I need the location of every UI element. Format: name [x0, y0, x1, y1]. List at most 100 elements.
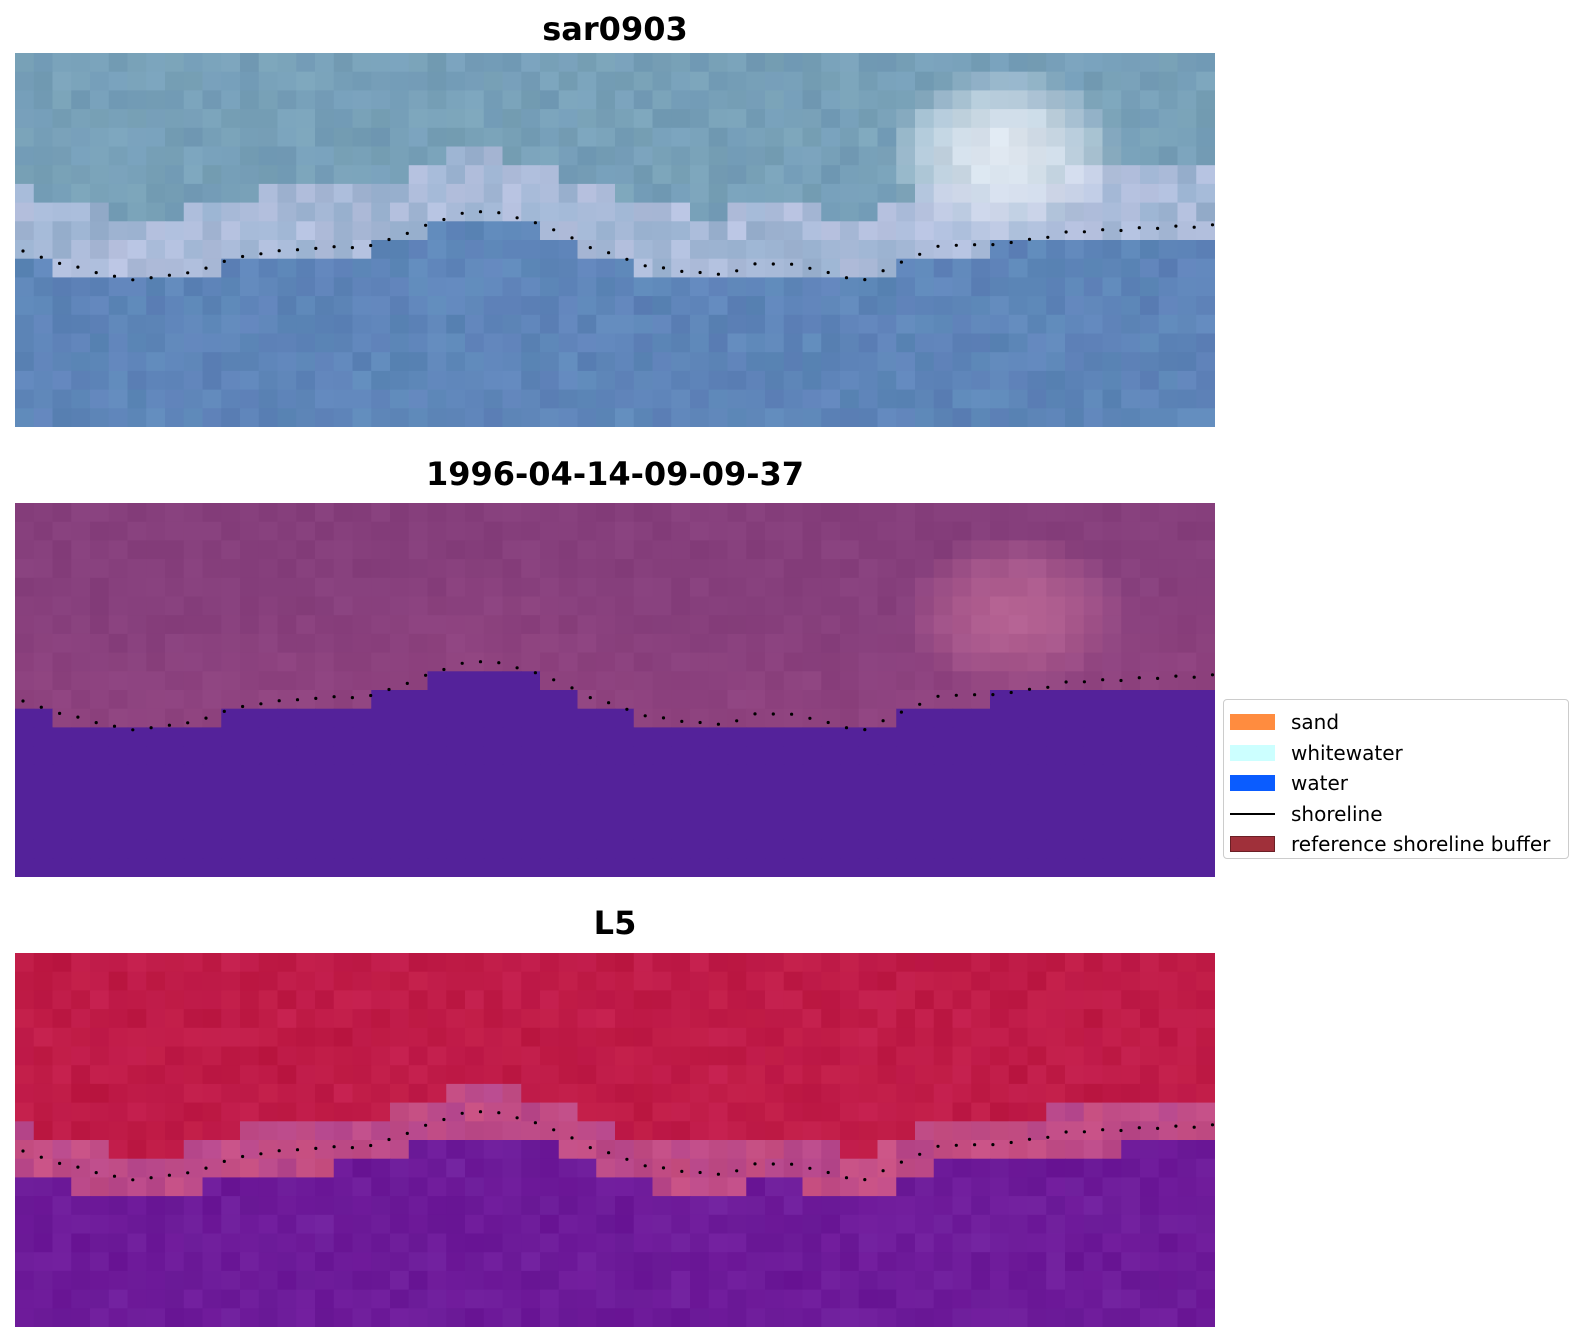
- shoreline-point: [497, 1111, 501, 1115]
- legend-label-shoreline: shoreline: [1291, 801, 1383, 826]
- shoreline-point: [405, 681, 409, 685]
- shoreline-point: [1046, 235, 1050, 239]
- shoreline-point: [698, 1170, 702, 1175]
- shoreline-point: [222, 259, 226, 263]
- legend-item-water: water: [1230, 768, 1562, 799]
- shoreline-point: [222, 709, 226, 713]
- shoreline-point: [1027, 237, 1032, 241]
- shoreline-point: [1156, 1126, 1160, 1130]
- shoreline-point: [58, 261, 62, 265]
- shoreline-point: [21, 699, 25, 703]
- shoreline-point: [826, 270, 830, 275]
- shoreline-point: [588, 696, 592, 700]
- shoreline-point: [973, 693, 977, 697]
- shoreline-point: [790, 712, 794, 716]
- shoreline-point: [661, 266, 666, 270]
- shoreline-point: [259, 1152, 263, 1156]
- shoreline-point: [1137, 226, 1141, 230]
- shoreline-point: [277, 249, 281, 253]
- shoreline-point: [186, 271, 190, 275]
- shoreline-point: [295, 698, 300, 702]
- shoreline-point: [1064, 680, 1068, 684]
- shoreline-point: [1174, 1124, 1178, 1128]
- shoreline-point: [954, 243, 958, 247]
- shoreline-point: [1082, 1130, 1086, 1134]
- shoreline-point: [387, 1137, 391, 1142]
- shoreline-point: [332, 1145, 336, 1149]
- shoreline-point: [680, 1169, 684, 1173]
- shoreline-point: [881, 269, 885, 273]
- legend-item-reference-buffer: reference shoreline buffer: [1230, 829, 1562, 860]
- shoreline-point: [899, 1160, 904, 1164]
- shoreline-point: [588, 1146, 592, 1150]
- shoreline-line-swatch: [1230, 812, 1275, 815]
- shoreline-point: [39, 255, 43, 259]
- shoreline-point: [460, 661, 464, 665]
- shoreline-point: [1009, 240, 1013, 245]
- shoreline-point: [973, 1143, 977, 1147]
- shoreline-point: [771, 1162, 775, 1166]
- shoreline-point: [661, 716, 666, 720]
- shoreline-point: [167, 723, 171, 727]
- shoreline-point: [387, 687, 391, 692]
- shoreline-point: [863, 1178, 867, 1182]
- shoreline-point: [1027, 687, 1032, 691]
- shoreline-point: [844, 276, 849, 280]
- shoreline-point: [863, 728, 867, 732]
- shoreline-point: [680, 269, 684, 273]
- shoreline-point: [277, 1149, 281, 1153]
- shoreline-point: [112, 724, 117, 728]
- shoreline-point: [753, 712, 757, 716]
- shoreline-point: [552, 1128, 556, 1132]
- shoreline-point: [478, 1110, 483, 1114]
- shoreline-point: [826, 720, 830, 725]
- shoreline-points: [21, 1110, 1215, 1182]
- legend-label-reference-buffer: reference shoreline buffer: [1291, 832, 1551, 857]
- shoreline-point: [94, 721, 98, 725]
- shoreline-point: [1192, 1125, 1196, 1129]
- shoreline-point: [204, 266, 208, 270]
- shoreline-point: [808, 266, 812, 270]
- shoreline-point: [222, 1159, 226, 1163]
- shoreline-point: [680, 719, 684, 723]
- shoreline-point: [442, 1117, 446, 1122]
- legend: sand whitewater water shoreline referenc…: [1223, 699, 1569, 859]
- shoreline-point: [808, 716, 812, 720]
- shoreline-point: [460, 211, 464, 215]
- shoreline-point: [936, 244, 940, 248]
- shoreline-point: [1009, 1140, 1013, 1145]
- shoreline-point: [259, 252, 263, 256]
- shoreline-point: [442, 217, 446, 222]
- shoreline-point: [1064, 230, 1068, 234]
- shoreline-points: [21, 660, 1215, 732]
- panel-title-3: L5: [593, 904, 637, 942]
- shoreline-point: [350, 696, 354, 700]
- shoreline-point: [698, 270, 702, 275]
- shoreline-point: [259, 702, 263, 706]
- shoreline-point: [405, 231, 409, 235]
- legend-item-shoreline: shoreline: [1230, 799, 1562, 830]
- shoreline-point: [314, 696, 318, 700]
- shoreline-point: [442, 667, 446, 672]
- shoreline-point: [204, 1166, 208, 1170]
- shoreline-point: [58, 711, 62, 715]
- shoreline-point: [1082, 230, 1086, 234]
- shoreline-point: [39, 705, 43, 709]
- shoreline-point: [369, 243, 373, 248]
- shoreline-point: [625, 1157, 629, 1161]
- shoreline-points: [21, 210, 1215, 282]
- shoreline-point: [808, 1166, 812, 1170]
- shoreline-point: [735, 269, 739, 273]
- reference-buffer-swatch: [1230, 836, 1275, 853]
- shoreline-point: [954, 1143, 958, 1147]
- shoreline-point: [295, 1148, 300, 1152]
- shoreline-point: [405, 1131, 409, 1135]
- shoreline-point: [186, 721, 190, 725]
- shoreline-point: [332, 695, 336, 699]
- shoreline-point: [1009, 690, 1013, 695]
- shoreline-point: [899, 260, 904, 264]
- panel-title-2: 1996-04-14-09-09-37: [425, 455, 805, 493]
- shoreline-point: [643, 264, 647, 268]
- rgb-image-panel: [15, 53, 1215, 427]
- shoreline-point: [771, 262, 775, 266]
